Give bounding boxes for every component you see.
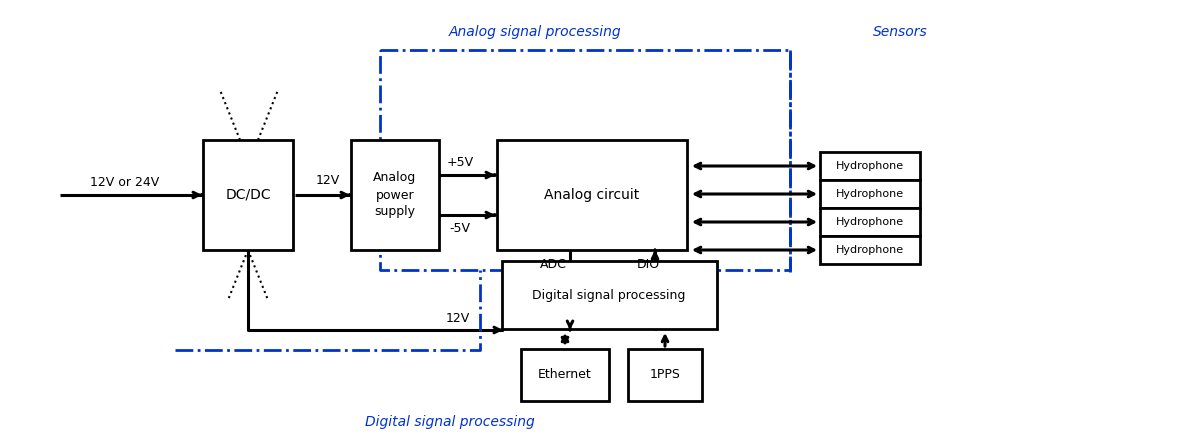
- Text: Digital signal processing: Digital signal processing: [365, 415, 534, 429]
- Bar: [497, 140, 687, 250]
- Bar: [820, 208, 920, 236]
- Text: -5V: -5V: [450, 222, 470, 235]
- Text: DIO: DIO: [637, 259, 659, 272]
- Bar: [820, 236, 920, 264]
- Text: Analog signal processing: Analog signal processing: [449, 25, 621, 39]
- Text: 1PPS: 1PPS: [650, 368, 681, 381]
- Text: Digital signal processing: Digital signal processing: [532, 289, 685, 301]
- Text: Hydrophone: Hydrophone: [835, 245, 904, 255]
- Bar: [203, 140, 293, 250]
- Bar: [501, 261, 716, 329]
- Text: 12V or 24V: 12V or 24V: [90, 177, 159, 190]
- Text: Ethernet: Ethernet: [538, 368, 591, 381]
- Text: ADC: ADC: [539, 259, 566, 272]
- Text: 12V: 12V: [446, 311, 470, 325]
- Text: Sensors: Sensors: [872, 25, 927, 39]
- Text: +5V: +5V: [446, 156, 474, 169]
- Bar: [351, 140, 439, 250]
- Text: Analog
power
supply: Analog power supply: [374, 172, 416, 219]
- Text: Hydrophone: Hydrophone: [835, 161, 904, 171]
- Text: Hydrophone: Hydrophone: [835, 189, 904, 199]
- Bar: [628, 349, 702, 401]
- Bar: [820, 152, 920, 180]
- Bar: [820, 180, 920, 208]
- Text: Analog circuit: Analog circuit: [544, 188, 640, 202]
- Text: 12V: 12V: [315, 173, 340, 186]
- Text: DC/DC: DC/DC: [225, 188, 271, 202]
- Text: Hydrophone: Hydrophone: [835, 217, 904, 227]
- Bar: [521, 349, 609, 401]
